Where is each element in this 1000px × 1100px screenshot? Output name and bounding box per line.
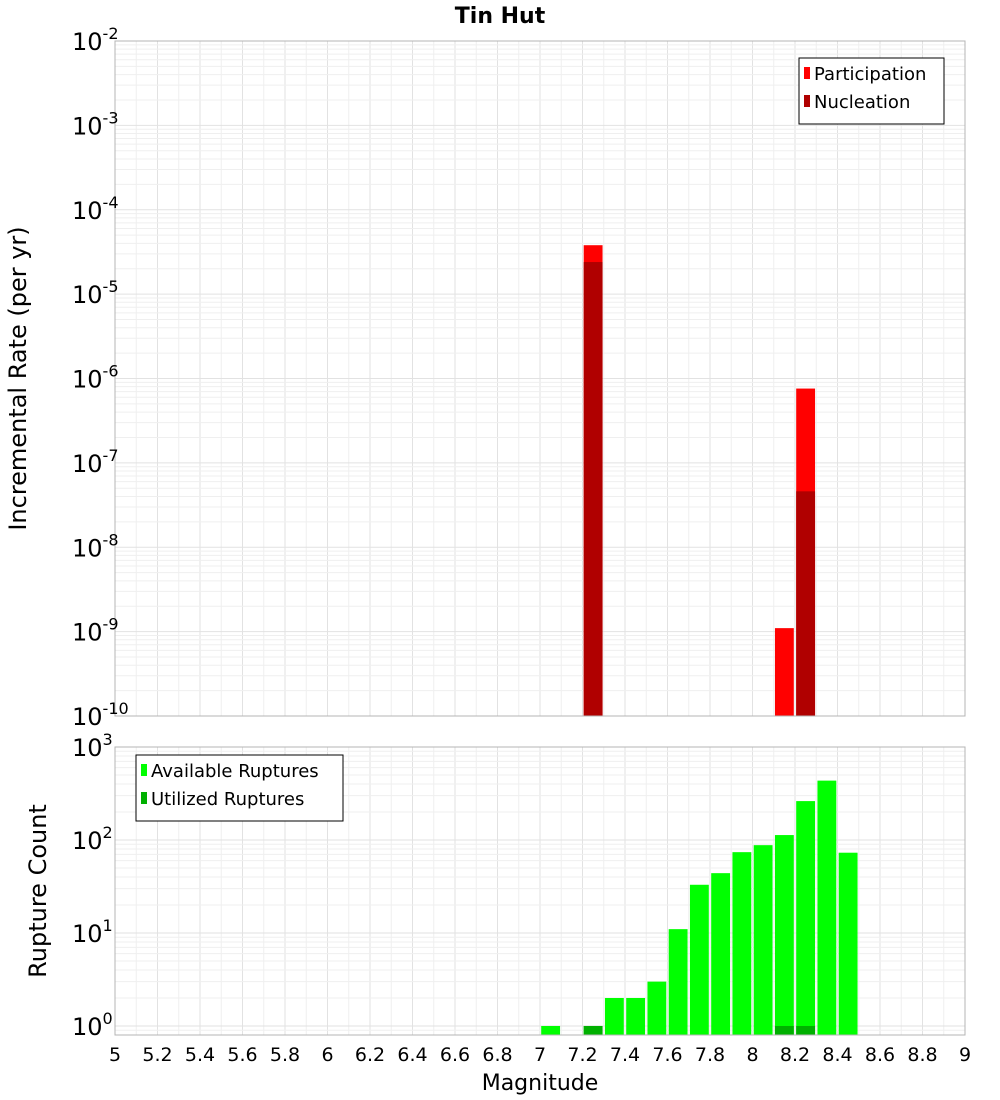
legend-swatch xyxy=(804,67,810,79)
y-axis-label: Incremental Rate (per yr) xyxy=(4,226,32,530)
legend-box xyxy=(798,57,945,125)
x-tick-label: 6.6 xyxy=(440,1044,470,1066)
bar-nucleation xyxy=(583,262,603,716)
x-tick-label: 8.6 xyxy=(865,1044,895,1066)
x-axis-label: Magnitude xyxy=(482,1071,599,1096)
legend: Available Ruptures Utilized Ruptures xyxy=(135,754,344,822)
bar-utilized-ruptures xyxy=(796,1025,816,1035)
legend-swatch xyxy=(141,764,147,776)
x-tick-label: 7.2 xyxy=(567,1044,597,1066)
y-tick-label: 10-6 xyxy=(72,362,119,394)
bar-available-ruptures xyxy=(541,1025,561,1035)
legend: Participation Nucleation xyxy=(798,57,945,125)
bar-available-ruptures xyxy=(689,884,709,1035)
bar-participation xyxy=(774,628,794,716)
bar-available-ruptures xyxy=(817,780,837,1035)
bar-available-ruptures xyxy=(796,801,816,1035)
x-tick-label: 6 xyxy=(321,1044,333,1066)
bar-utilized-ruptures xyxy=(583,1025,603,1035)
x-tick-label: 7 xyxy=(534,1044,546,1066)
y-tick-label: 100 xyxy=(72,1009,113,1041)
x-tick-label: 5.4 xyxy=(185,1044,215,1066)
x-tick-label: 8 xyxy=(746,1044,758,1066)
plot-frame xyxy=(114,40,966,717)
legend-label: Nucleation xyxy=(814,92,910,113)
legend-label: Participation xyxy=(814,64,926,85)
y-tick-label: 10-8 xyxy=(72,530,119,562)
x-tick-label: 6.2 xyxy=(355,1044,385,1066)
x-tick-label: 6.8 xyxy=(482,1044,512,1066)
bar-available-ruptures xyxy=(604,997,624,1035)
bar-available-ruptures xyxy=(732,852,752,1035)
legend-label: Utilized Ruptures xyxy=(151,789,304,810)
y-tick-label: 10-10 xyxy=(72,699,129,731)
bar-available-ruptures xyxy=(711,873,731,1035)
legend-box xyxy=(135,754,344,822)
bar-available-ruptures xyxy=(753,845,773,1035)
x-tick-label: 8.8 xyxy=(907,1044,937,1066)
bar-nucleation xyxy=(796,491,816,716)
y-tick-label: 102 xyxy=(72,823,113,855)
legend-label: Available Ruptures xyxy=(151,761,319,782)
x-tick-label: 5 xyxy=(109,1044,121,1066)
x-tick-label: 7.4 xyxy=(610,1044,640,1066)
bar-available-ruptures xyxy=(774,835,794,1035)
chart-title: Tin Hut xyxy=(455,4,546,29)
x-tick-label: 7.6 xyxy=(652,1044,682,1066)
x-tick-label: 7.8 xyxy=(695,1044,725,1066)
y-tick-label: 10-9 xyxy=(72,615,119,647)
y-tick-label: 101 xyxy=(72,916,113,948)
x-tick-label: 9 xyxy=(959,1044,971,1066)
x-tick-label: 8.4 xyxy=(822,1044,852,1066)
x-tick-label: 6.4 xyxy=(397,1044,427,1066)
y-tick-label: 10-4 xyxy=(72,193,119,225)
x-tick-label: 5.6 xyxy=(227,1044,257,1066)
y-tick-label: 10-7 xyxy=(72,446,119,478)
y-tick-label: 10-2 xyxy=(72,24,119,56)
bar-available-ruptures xyxy=(838,852,858,1035)
plot-frame xyxy=(114,746,966,1036)
bar-available-ruptures xyxy=(647,981,667,1035)
legend-swatch xyxy=(141,792,147,804)
y-tick-label: 103 xyxy=(72,730,113,762)
x-tick-label: 5.8 xyxy=(270,1044,300,1066)
y-axis-label: Rupture Count xyxy=(24,804,52,978)
bar-utilized-ruptures xyxy=(774,1025,794,1035)
bar-available-ruptures xyxy=(626,997,646,1035)
y-tick-label: 10-3 xyxy=(72,108,119,140)
bar-available-ruptures xyxy=(668,929,688,1035)
x-tick-label: 8.2 xyxy=(780,1044,810,1066)
legend-swatch xyxy=(804,95,810,107)
y-tick-label: 10-5 xyxy=(72,277,119,309)
x-tick-label: 5.2 xyxy=(142,1044,172,1066)
chart-panel-1: 10-10 10-9 10-8 10-7 10-6 10-5 10-4 10-3 10-2 Inc… xyxy=(4,4,966,731)
